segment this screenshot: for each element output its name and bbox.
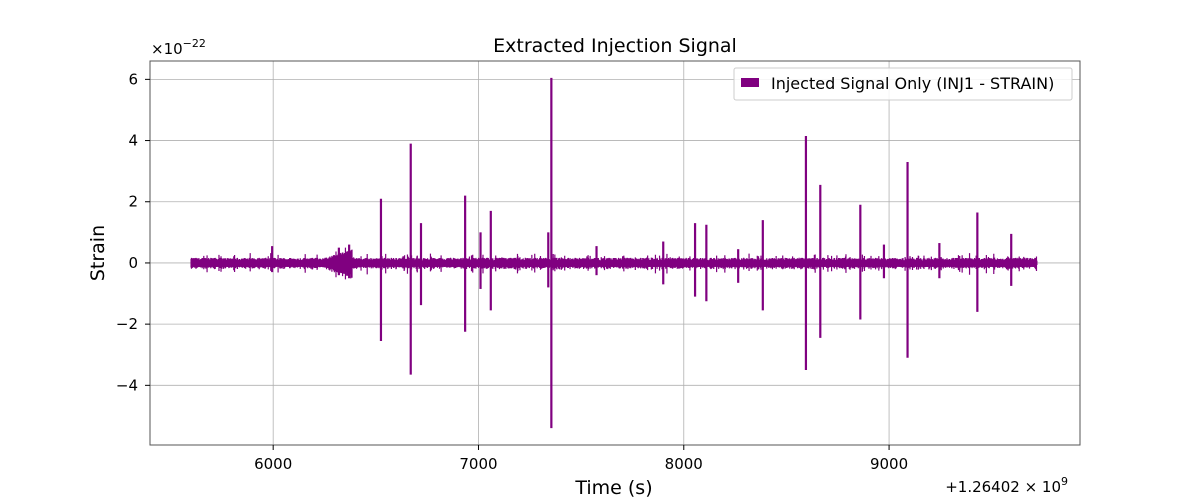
legend: Injected Signal Only (INJ1 - STRAIN) xyxy=(733,67,1073,101)
y-tick-label: −2 xyxy=(116,315,138,333)
y-tick-label: 0 xyxy=(128,254,138,272)
y-axis-label: Strain xyxy=(87,225,109,281)
legend-swatch xyxy=(741,78,759,87)
y-scale-label: ×10−22 xyxy=(151,37,206,58)
signal-core-band xyxy=(191,260,1037,267)
y-tick-label: 4 xyxy=(128,132,138,150)
legend-box xyxy=(733,67,1073,101)
x-tick-label: 8000 xyxy=(665,455,703,473)
ticks: 6000 7000 8000 9000 −4 −2 0 2 4 6 xyxy=(116,70,908,473)
chart-title: Extracted Injection Signal xyxy=(493,35,737,57)
plot-frame xyxy=(149,60,1081,446)
y-tick-label: 6 xyxy=(128,70,138,88)
x-offset-label: +1.26402 × 109 xyxy=(945,475,1068,496)
x-tick-label: 7000 xyxy=(459,455,497,473)
y-tick-label: 2 xyxy=(128,193,138,211)
legend-label: Injected Signal Only (INJ1 - STRAIN) xyxy=(771,74,1054,93)
x-axis-label: Time (s) xyxy=(574,477,652,499)
data-layer xyxy=(190,77,1038,429)
x-tick-label: 6000 xyxy=(254,455,292,473)
y-tick-label: −4 xyxy=(116,376,138,394)
x-tick-label: 9000 xyxy=(870,455,908,473)
